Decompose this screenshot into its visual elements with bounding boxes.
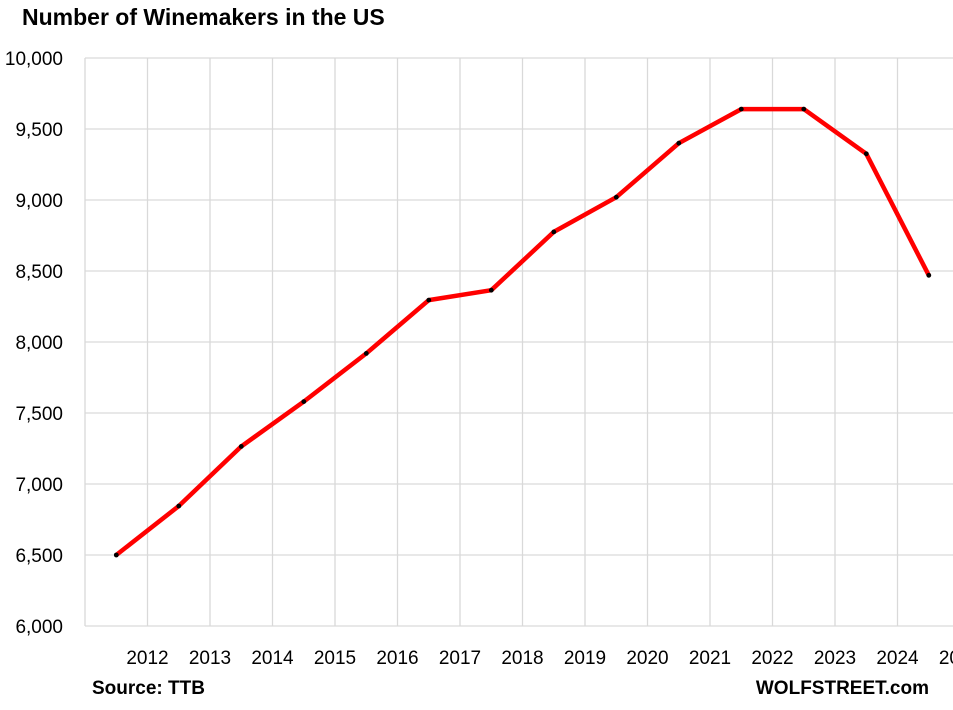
data-point <box>113 552 119 558</box>
x-tick-label: 2025 <box>939 648 953 669</box>
data-point <box>926 272 932 278</box>
data-point <box>488 287 494 293</box>
x-tick-label: 2016 <box>376 648 418 669</box>
x-tick-label: 2013 <box>189 648 231 669</box>
data-point <box>176 503 182 509</box>
y-tick-label: 6,500 <box>15 546 63 567</box>
x-tick-label: 2012 <box>126 648 168 669</box>
x-tick-label: 2018 <box>501 648 543 669</box>
y-tick-label: 9,500 <box>15 120 63 141</box>
x-tick-label: 2020 <box>626 648 668 669</box>
source-label: Source: TTB <box>92 678 205 699</box>
series-winemakers <box>114 106 932 558</box>
y-tick-label: 6,000 <box>15 617 63 638</box>
x-tick-label: 2021 <box>689 648 731 669</box>
x-axis-tick-labels: 2012 2013 2014 2015 2016 2017 2018 2019 2020 2021… <box>126 648 953 669</box>
grid-lines <box>84 57 953 627</box>
data-point <box>613 194 619 200</box>
data-point <box>363 351 369 356</box>
data-point <box>238 444 244 449</box>
x-tick-label: 2014 <box>251 648 294 669</box>
y-tick-label: 9,000 <box>15 191 63 212</box>
x-tick-label: 2023 <box>814 648 856 669</box>
x-tick-label: 2022 <box>751 648 793 669</box>
data-point <box>551 229 557 235</box>
series-line <box>114 106 932 558</box>
data-point <box>863 151 869 157</box>
x-tick-label: 2019 <box>564 648 606 669</box>
brand-label: WOLFSTREET.com <box>755 678 929 699</box>
x-tick-label: 2015 <box>314 648 356 669</box>
y-axis-tick-labels: 6,000 6,500 7,000 7,500 8,000 8,500 9,000 9,500… <box>5 49 63 638</box>
y-tick-label: 7,000 <box>15 475 63 496</box>
data-point <box>426 297 432 303</box>
data-point <box>301 399 307 404</box>
x-tick-label: 2017 <box>439 648 481 669</box>
y-tick-label: 8,500 <box>15 262 63 283</box>
x-tick-label: 2024 <box>876 648 919 669</box>
y-tick-label: 8,000 <box>15 333 63 354</box>
y-tick-label: 10,000 <box>5 49 63 70</box>
data-point <box>801 106 807 112</box>
data-point <box>738 106 744 112</box>
chart-title: Number of Winemakers in the US <box>22 4 385 30</box>
data-point <box>676 140 682 146</box>
data-point-markers <box>113 106 932 558</box>
y-tick-label: 7,500 <box>15 404 63 425</box>
